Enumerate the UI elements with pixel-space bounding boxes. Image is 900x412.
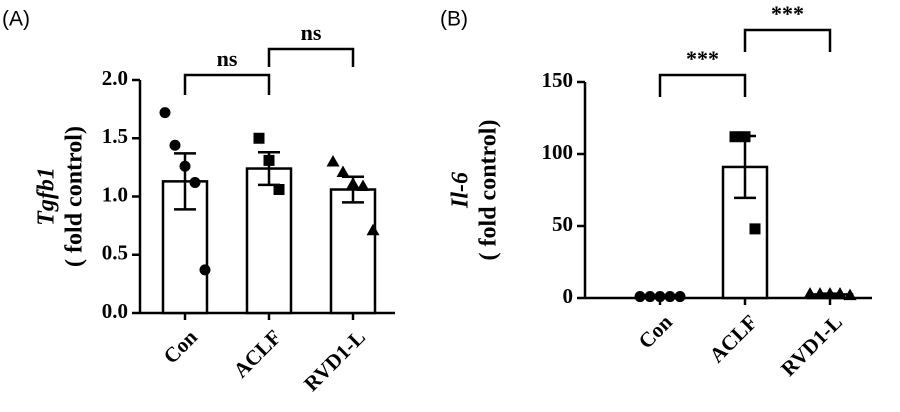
data-point xyxy=(654,291,666,303)
data-point xyxy=(189,177,201,189)
y-tick-label: 0.5 xyxy=(102,241,128,265)
data-point xyxy=(644,291,656,303)
y-tick-label: 2.0 xyxy=(102,66,128,90)
y-tick-label: 100 xyxy=(542,140,574,164)
data-point xyxy=(664,291,676,303)
y-tick-label: 1.5 xyxy=(102,124,128,148)
y-axis-unit: ( fold control) xyxy=(62,126,88,267)
y-axis-unit: ( fold control) xyxy=(476,120,502,261)
data-point xyxy=(199,264,211,276)
data-point xyxy=(813,287,827,299)
data-point xyxy=(263,154,275,166)
y-axis-label: Il-6 xyxy=(448,172,474,209)
significance-label: ns xyxy=(217,46,238,71)
data-point xyxy=(273,184,285,196)
significance-bracket xyxy=(183,73,271,95)
panel-label: (B) xyxy=(440,8,468,31)
y-tick-label: 50 xyxy=(552,212,573,236)
y-tick-label: 1.0 xyxy=(102,182,128,206)
data-point xyxy=(253,132,265,144)
data-point xyxy=(169,139,181,151)
data-point xyxy=(674,291,686,303)
significance-bracket xyxy=(658,73,747,97)
y-tick-label: 0 xyxy=(563,284,574,308)
x-tick-label: Con xyxy=(634,310,678,354)
y-axis-label: Tgfb1 xyxy=(34,167,60,226)
data-point xyxy=(336,165,350,178)
y-tick-label: 0.0 xyxy=(102,299,128,323)
data-point xyxy=(326,155,340,167)
x-tick-label: RVD1-L xyxy=(299,325,370,396)
x-tick-label: ACLF xyxy=(705,310,762,367)
significance-bracket xyxy=(267,47,355,67)
data-point xyxy=(179,160,191,172)
significance-label: ns xyxy=(301,20,322,45)
significance-bracket xyxy=(743,28,832,52)
data-point xyxy=(833,287,847,299)
panel-label: (A) xyxy=(2,8,30,31)
data-point xyxy=(346,177,360,189)
x-tick-label: RVD1-L xyxy=(776,310,847,381)
data-point xyxy=(739,131,751,143)
significance-label: *** xyxy=(771,1,804,26)
y-tick-label: 150 xyxy=(542,68,574,92)
data-point xyxy=(803,287,817,299)
data-point xyxy=(729,131,741,143)
significance-label: *** xyxy=(686,46,719,71)
data-point xyxy=(634,291,646,303)
x-tick-label: ACLF xyxy=(229,325,286,382)
data-point xyxy=(366,223,380,236)
data-point xyxy=(843,288,857,301)
data-point xyxy=(749,223,761,235)
data-point xyxy=(159,107,171,119)
data-point xyxy=(356,179,370,192)
data-point xyxy=(823,287,837,299)
x-tick-label: Con xyxy=(159,325,203,369)
bar xyxy=(329,188,377,315)
